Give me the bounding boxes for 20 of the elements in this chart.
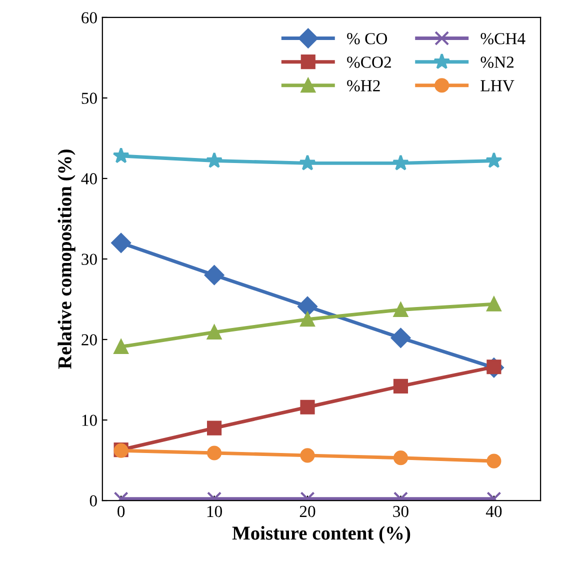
- x-tick-label: 30: [393, 506, 408, 518]
- y-tick-label: 30: [82, 254, 97, 265]
- legend-label: LHV: [480, 80, 514, 92]
- x-tick-label: 0: [118, 506, 125, 518]
- legend-label: %H2: [347, 80, 380, 92]
- x-tick-label: 10: [207, 506, 222, 518]
- x-axis-title: Moisture content (%): [232, 526, 410, 544]
- legend-label: %CO2: [347, 56, 391, 68]
- y-tick-label: 0: [90, 495, 97, 506]
- legend-label: % CO: [347, 33, 387, 44]
- y-tick-label: 40: [81, 173, 97, 184]
- x-tick-label: 20: [300, 506, 316, 518]
- legend-label: %CH4: [480, 33, 526, 44]
- y-tick-label: 60: [82, 12, 97, 24]
- x-tick-label: 40: [486, 506, 502, 518]
- y-tick-label: 10: [82, 414, 97, 426]
- y-tick-label: 50: [82, 92, 97, 104]
- y-tick-label: 20: [82, 334, 97, 346]
- y-axis-title: Relative comoposition (%): [58, 150, 76, 369]
- legend-label: %N2: [480, 56, 514, 68]
